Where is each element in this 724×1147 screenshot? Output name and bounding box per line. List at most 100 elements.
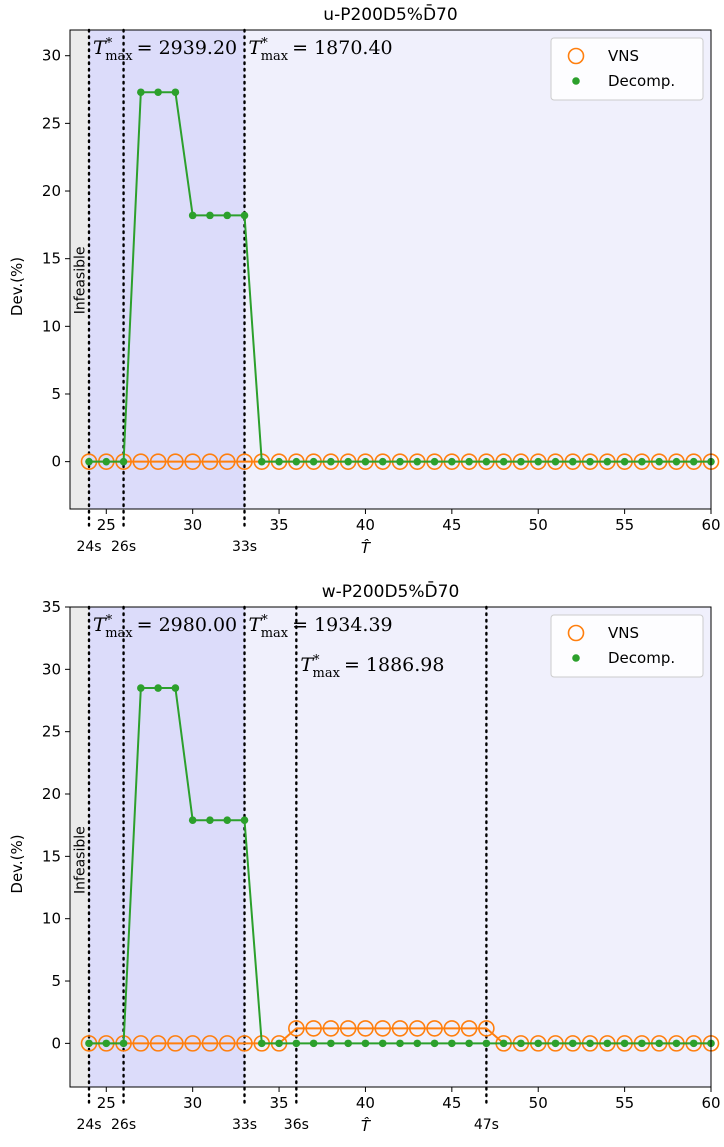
decomp-point (517, 457, 525, 466)
y-tick-label: 10 (42, 317, 61, 335)
decomp-point (309, 457, 318, 466)
y-tick-label: 10 (42, 910, 61, 928)
decomp-point (413, 1039, 422, 1048)
vline-label: 36s (284, 1117, 309, 1133)
x-tick-label: 30 (183, 1094, 202, 1112)
decomp-point (154, 88, 162, 97)
x-tick-label: 55 (615, 516, 634, 534)
vns-point (132, 1035, 150, 1052)
light-region (244, 30, 712, 509)
decomp-point (568, 457, 577, 466)
tmax-annotation: T* max = 1934.39 (249, 613, 393, 641)
vns-point (443, 1020, 461, 1037)
y-tick-label: 20 (42, 182, 61, 200)
vline-label: 26s (111, 1117, 136, 1133)
decomp-point (430, 1039, 439, 1048)
infeasible-region (70, 607, 90, 1087)
vns-point (426, 1020, 443, 1037)
decomp-point (378, 457, 387, 466)
decomp-point (551, 1039, 560, 1048)
decomp-point (137, 684, 145, 692)
decomp-point (188, 211, 197, 220)
vline-label: 33s (232, 1117, 257, 1133)
decomp-point (223, 211, 232, 220)
decomp-point (672, 457, 681, 466)
x-tick-label: 35 (270, 1094, 289, 1112)
decomp-point (413, 457, 422, 466)
decomp-point (655, 1039, 663, 1048)
decomp-point (396, 1039, 404, 1048)
y-tick-label: 25 (42, 723, 61, 741)
infeasible-region (70, 30, 90, 509)
legend-decomp-marker (572, 654, 580, 662)
y-tick-label: 35 (42, 598, 61, 616)
decomp-point (327, 1039, 335, 1048)
decomp-point (638, 457, 646, 466)
vline-label: 26s (111, 539, 136, 555)
y-tick-label: 25 (42, 114, 61, 132)
chart-title: u-P200D5%D̄70 (323, 3, 457, 25)
x-tick-label: 30 (183, 516, 202, 534)
y-tick-label: 15 (42, 847, 61, 865)
decomp-point (275, 1039, 283, 1048)
legend-vns-marker (567, 47, 585, 65)
decomp-point (517, 1039, 525, 1048)
legend-box (550, 614, 704, 678)
decomp-point (344, 1039, 352, 1048)
decomp-point (171, 88, 180, 97)
vns-point (478, 1020, 495, 1037)
x-tick-label: 55 (615, 1094, 634, 1112)
x-tick-label: 60 (701, 1094, 720, 1112)
chart-title: w-P200D5%D̄70 (322, 580, 460, 602)
decomp-point (482, 1039, 491, 1048)
decomp-point (534, 1039, 543, 1048)
light-region (244, 607, 712, 1087)
vns-point (218, 1035, 236, 1052)
decomp-point (206, 816, 214, 824)
x-tick-label: 35 (270, 516, 289, 534)
x-tick-label: 50 (529, 1094, 548, 1112)
decomp-point (689, 457, 698, 466)
y-axis-label: Dev.(%) (8, 257, 26, 316)
vns-point (460, 1020, 478, 1037)
decomp-point (499, 1039, 508, 1048)
vns-point (167, 1035, 184, 1052)
y-tick-label: 5 (51, 385, 61, 403)
decomp-point (603, 457, 612, 466)
y-tick-label: 30 (42, 660, 61, 678)
legend-vns-marker (567, 624, 585, 642)
vns-point (322, 1020, 340, 1037)
legend-vns-label: VNS (608, 47, 639, 65)
vns-point (305, 1020, 322, 1037)
vns-point (201, 453, 219, 470)
vns-point (184, 453, 201, 470)
decomp-point (672, 1039, 681, 1048)
axes-frame (69, 29, 712, 510)
y-axis-label: Dev.(%) (8, 834, 26, 893)
x-tick-label: 40 (356, 516, 375, 534)
y-tick-label: 15 (42, 250, 61, 268)
vline-label: 24s (76, 539, 101, 555)
decomp-point (257, 457, 266, 466)
axes-frame (69, 606, 712, 1088)
decomp-point (430, 457, 439, 466)
decomp-point (689, 1039, 698, 1048)
legend-decomp-label: Decomp. (608, 72, 675, 90)
decomp-point (137, 88, 145, 97)
decomp-point (85, 1039, 93, 1048)
vns-point (201, 1035, 219, 1052)
decomp-point (240, 211, 249, 220)
decomp-point (620, 1039, 629, 1048)
vns-point (339, 1020, 357, 1037)
x-tick-label: 25 (97, 1094, 116, 1112)
y-tick-label: 0 (51, 453, 61, 471)
decomp-point (275, 457, 283, 466)
vns-point (218, 453, 236, 470)
decomp-point (119, 1039, 128, 1048)
decomp-point (448, 457, 456, 466)
decomp-point (188, 816, 197, 824)
y-tick-label: 20 (42, 785, 61, 803)
legend-decomp-marker (572, 77, 580, 85)
x-tick-label: 45 (442, 1094, 461, 1112)
decomp-point (292, 457, 301, 466)
